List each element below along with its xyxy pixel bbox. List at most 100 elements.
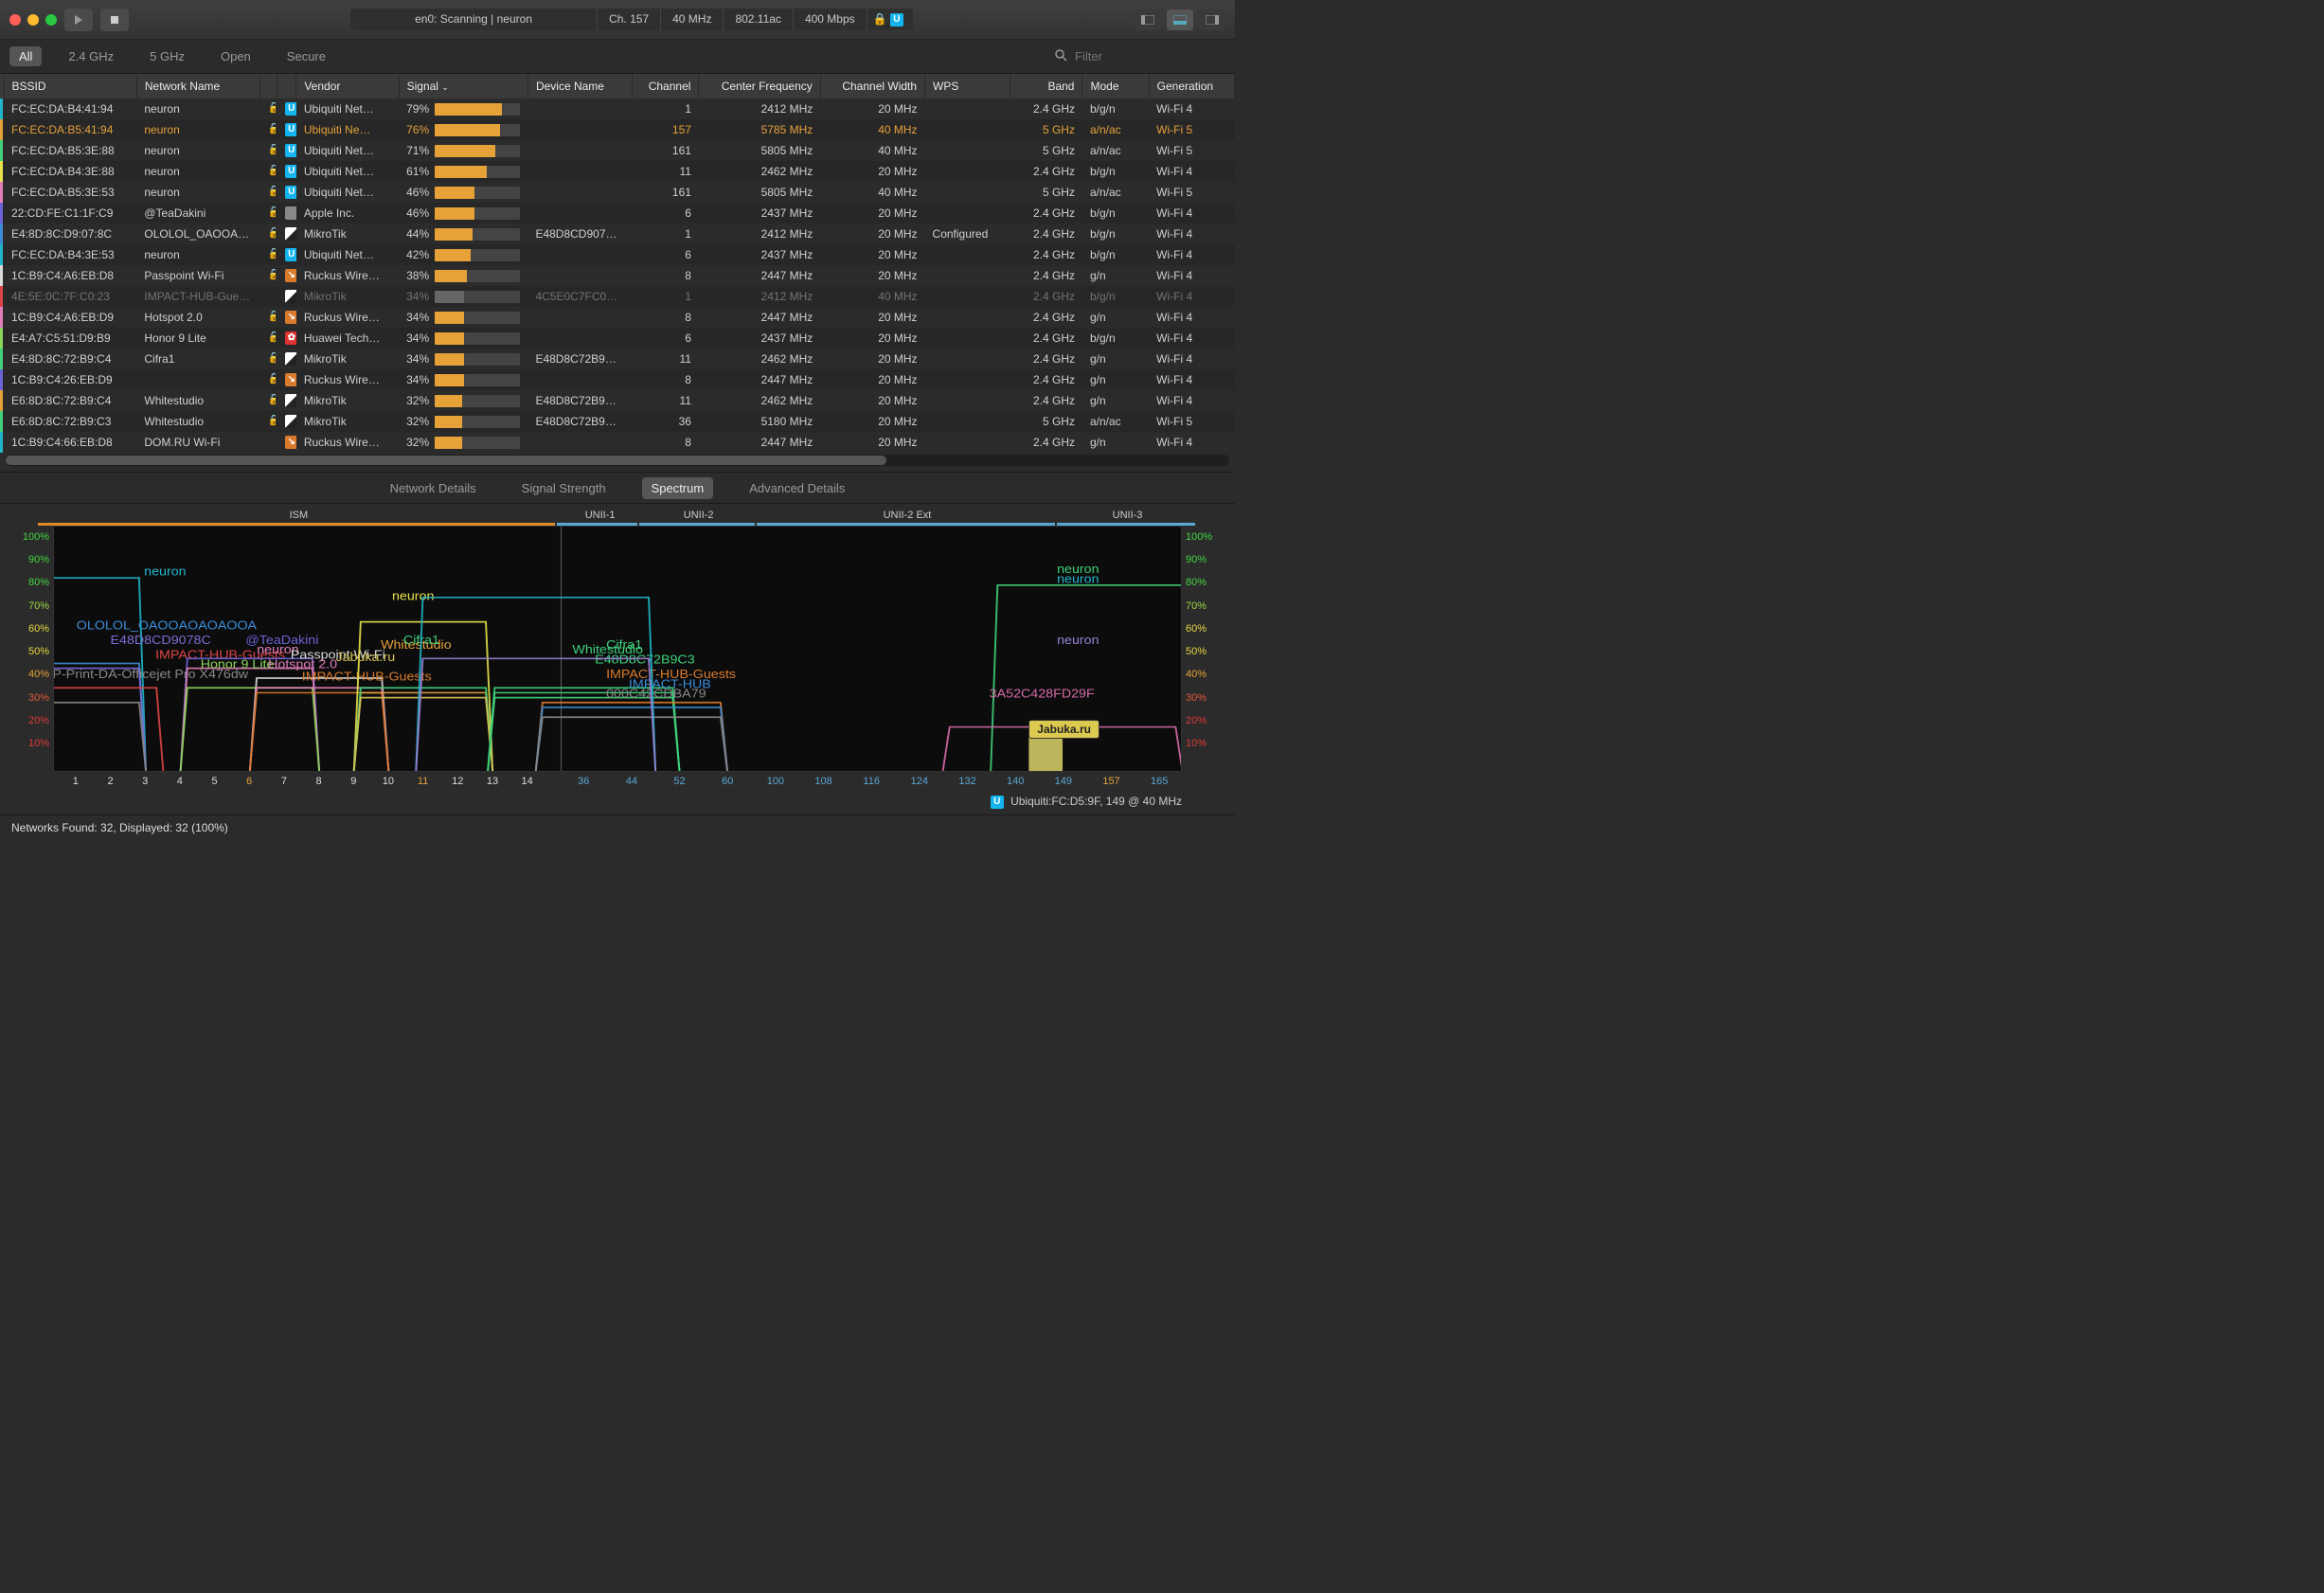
titlebar-info: en0: Scanning | neuron Ch. 157 40 MHz 80…: [136, 9, 1127, 30]
table-row[interactable]: E4:8D:8C:D9:07:8COLOLOL_OAOOAO…🔒MikroTik…: [0, 224, 1235, 244]
x-tick: 132: [958, 776, 975, 787]
table-row[interactable]: E4:A7:C5:51:D9:B9Honor 9 Lite🔒✿Huawei Te…: [0, 328, 1235, 349]
tab-network-details[interactable]: Network Details: [381, 477, 486, 499]
band-cell: 2.4 GHz: [1010, 224, 1082, 244]
gen-cell: Wi-Fi 4: [1149, 432, 1234, 453]
col-header[interactable]: Generation: [1149, 74, 1234, 98]
channel-cell: 1: [633, 224, 699, 244]
table-row[interactable]: 1C:B9:C4:66:EB:D8DOM.RU Wi-Fi↘Ruckus Wir…: [0, 432, 1235, 453]
y-tick: 80%: [9, 577, 49, 590]
close-icon[interactable]: [9, 14, 21, 26]
x-tick: 11: [418, 776, 428, 787]
play-button[interactable]: [64, 9, 93, 31]
device-cell: [527, 161, 632, 182]
table-row[interactable]: 1C:B9:C4:26:EB:D9🔒↘Ruckus Wire…34%82447 …: [0, 369, 1235, 390]
device-cell: [527, 307, 632, 328]
width-cell: 20 MHz: [820, 349, 924, 369]
band-cell: 2.4 GHz: [1010, 432, 1082, 453]
filter-all[interactable]: All: [9, 46, 42, 66]
freq-cell: 2412 MHz: [699, 224, 820, 244]
tab-signal-strength[interactable]: Signal Strength: [512, 477, 616, 499]
y-tick: 20%: [1186, 715, 1225, 728]
minimize-icon[interactable]: [27, 14, 39, 26]
status-text: Networks Found: 32, Displayed: 32 (100%): [11, 821, 228, 834]
table-row[interactable]: 1C:B9:C4:A6:EB:D9Hotspot 2.0🔒↘Ruckus Wir…: [0, 307, 1235, 328]
tab-advanced-details[interactable]: Advanced Details: [740, 477, 854, 499]
filter-5-ghz[interactable]: 5 GHz: [140, 46, 194, 66]
vendor-icon: U: [277, 161, 296, 182]
spectrum-plot[interactable]: neuronOLOLOL_OAOOAOAOAOOAE48D8CD9078CIMP…: [53, 526, 1182, 772]
x-tick: 100: [767, 776, 784, 787]
name-cell: Whitestudio: [136, 390, 259, 411]
name-cell: neuron: [136, 182, 259, 203]
col-header[interactable]: BSSID: [4, 74, 136, 98]
vendor-icon: [277, 286, 296, 307]
table-row[interactable]: E6:8D:8C:72:B9:C3Whitestudio🔒MikroTik32%…: [0, 411, 1235, 432]
col-header[interactable]: Device Name: [527, 74, 632, 98]
table-row[interactable]: FC:EC:DA:B4:3E:53neuron🔒UUbiquiti Net…42…: [0, 244, 1235, 265]
width-cell: 20 MHz: [820, 265, 924, 286]
table-row[interactable]: FC:EC:DA:B5:41:94neuron🔒UUbiquiti Ne…76%…: [0, 119, 1235, 140]
name-cell: neuron: [136, 161, 259, 182]
col-header[interactable]: Mode: [1082, 74, 1149, 98]
col-header[interactable]: WPS: [925, 74, 1010, 98]
table-row[interactable]: 4E:5E:0C:7F:C0:23IMPACT-HUB-GuestsMikroT…: [0, 286, 1235, 307]
device-cell: [527, 140, 632, 161]
bssid-cell: FC:EC:DA:B4:3E:53: [4, 244, 136, 265]
table-row[interactable]: FC:EC:DA:B5:3E:53neuron🔒UUbiquiti Net…46…: [0, 182, 1235, 203]
col-header[interactable]: Center Frequency: [699, 74, 820, 98]
table-row[interactable]: FC:EC:DA:B4:41:94neuron🔒UUbiquiti Net…79…: [0, 98, 1235, 119]
wps-cell: [925, 265, 1010, 286]
x-tick: 2: [107, 776, 113, 787]
name-cell: @TeaDakini: [136, 203, 259, 224]
spectrum-panel: ISMUNII-1UNII-2UNII-2 ExtUNII-3 100%90%8…: [0, 504, 1235, 814]
svg-text:Jabuka.ru: Jabuka.ru: [336, 651, 396, 664]
col-header[interactable]: Channel: [633, 74, 699, 98]
col-header[interactable]: Signal ⌄: [399, 74, 527, 98]
table-row[interactable]: E6:8D:8C:72:B9:C4Whitestudio🔒MikroTik32%…: [0, 390, 1235, 411]
search-input[interactable]: [1073, 48, 1206, 64]
layout-right-button[interactable]: [1199, 9, 1225, 30]
vendor-icon: U: [277, 119, 296, 140]
channel-cell: 36: [633, 411, 699, 432]
mode-cell: g/n: [1082, 369, 1149, 390]
phy-pill: 802.11ac: [723, 9, 793, 30]
table-row[interactable]: 1C:B9:C4:A6:EB:D8Passpoint Wi-Fi🔒↘Ruckus…: [0, 265, 1235, 286]
search-field[interactable]: [1055, 48, 1225, 64]
svg-text:OLOLOL_OAOOAOAOAOOA: OLOLOL_OAOOAOAOAOOA: [77, 618, 258, 632]
wps-cell: [925, 390, 1010, 411]
lock-icon: [260, 438, 276, 443]
gen-cell: Wi-Fi 5: [1149, 140, 1234, 161]
stop-button[interactable]: [100, 9, 129, 31]
x-tick: 60: [722, 776, 733, 787]
chart-footer-text: Ubiquiti:FC:D5:9F, 149 @ 40 MHz: [1010, 795, 1182, 808]
layout-left-button[interactable]: [1135, 9, 1161, 30]
name-cell: DOM.RU Wi-Fi: [136, 432, 259, 453]
col-header[interactable]: [277, 74, 296, 98]
zoom-icon[interactable]: [45, 14, 57, 26]
layout-bottom-button[interactable]: [1167, 9, 1193, 30]
vendor-cell: Ubiquiti Net…: [296, 140, 399, 161]
filter-open[interactable]: Open: [211, 46, 260, 66]
y-tick: 70%: [1186, 600, 1225, 614]
table-row[interactable]: E4:8D:8C:72:B9:C4Cifra1🔒MikroTik34%E48D8…: [0, 349, 1235, 369]
col-header[interactable]: Vendor: [296, 74, 399, 98]
table-row[interactable]: FC:EC:DA:B5:3E:88neuron🔒UUbiquiti Net…71…: [0, 140, 1235, 161]
table-row[interactable]: FC:EC:DA:B4:3E:88neuron🔒UUbiquiti Net…61…: [0, 161, 1235, 182]
tab-spectrum[interactable]: Spectrum: [642, 477, 714, 499]
col-header[interactable]: Network Name: [136, 74, 259, 98]
col-header[interactable]: Band: [1010, 74, 1082, 98]
gen-cell: Wi-Fi 4: [1149, 265, 1234, 286]
col-header[interactable]: Channel Width: [820, 74, 924, 98]
table-row[interactable]: 22:CD:FE:C1:1F:C9@TeaDakini🔒Apple Inc.46…: [0, 203, 1235, 224]
device-cell: E48D8C72B9…: [527, 411, 632, 432]
x-tick: 10: [383, 776, 394, 787]
jabuka-badge: Jabuka.ru: [1028, 720, 1099, 739]
svg-text:neuron: neuron: [144, 564, 186, 578]
wps-cell: [925, 182, 1010, 203]
filter-2-4-ghz[interactable]: 2.4 GHz: [59, 46, 123, 66]
col-header[interactable]: [260, 74, 277, 98]
filter-secure[interactable]: Secure: [277, 46, 335, 66]
horizontal-scrollbar[interactable]: [6, 455, 1229, 466]
width-cell: 40 MHz: [820, 140, 924, 161]
